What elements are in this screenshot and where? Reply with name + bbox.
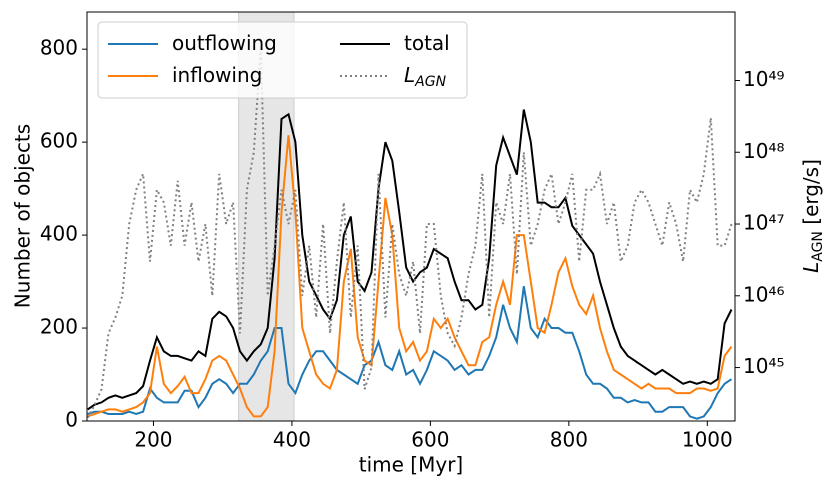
y2-tick-label: 10⁴⁶	[743, 282, 784, 306]
y2-tick-label: 10⁴⁷	[743, 211, 784, 235]
y-tick-label: 800	[40, 36, 78, 60]
y-tick-label: 600	[40, 129, 78, 153]
y2-label-sub: AGN	[810, 231, 826, 262]
y2-label-main: L	[799, 262, 823, 273]
y-axis-label: Number of objects	[11, 124, 35, 308]
y2-axis-label: LAGN [erg/s]	[799, 159, 827, 273]
legend-name: outflowing	[172, 31, 277, 55]
x-tick-label: 400	[273, 428, 311, 452]
legend-name: total	[404, 31, 450, 55]
series-line	[87, 46, 733, 419]
y-tick-label: 400	[40, 222, 78, 246]
legend-label: total	[404, 31, 450, 55]
legend-box	[97, 21, 468, 99]
series-line	[87, 286, 733, 420]
legend-label: inflowing	[172, 63, 262, 87]
legend: outflowing inflowing total LAGN	[97, 21, 468, 99]
x-axis-label: time [Myr]	[359, 453, 463, 477]
y2-tick-label: 10⁴⁹	[743, 67, 784, 91]
legend-name-sub: AGN	[414, 74, 446, 90]
legend-label: outflowing	[172, 31, 277, 55]
legend-name: L	[404, 63, 415, 87]
y2-label-unit: [erg/s]	[799, 159, 823, 231]
plot-frame	[86, 11, 736, 422]
legend-label: LAGN	[404, 63, 447, 91]
x-tick-label: 800	[550, 428, 588, 452]
x-tick-label: 1000	[682, 428, 733, 452]
x-tick-label: 600	[411, 428, 449, 452]
y2-tick-label: 10⁴⁵	[743, 354, 784, 378]
x-tick-label: 200	[134, 428, 172, 452]
y-tick-label: 200	[40, 315, 78, 339]
y-tick-label: 0	[65, 408, 78, 432]
legend-name: inflowing	[172, 63, 262, 87]
series-line	[87, 135, 733, 418]
y2-tick-label: 10⁴⁸	[743, 139, 784, 163]
series-line	[87, 109, 733, 411]
